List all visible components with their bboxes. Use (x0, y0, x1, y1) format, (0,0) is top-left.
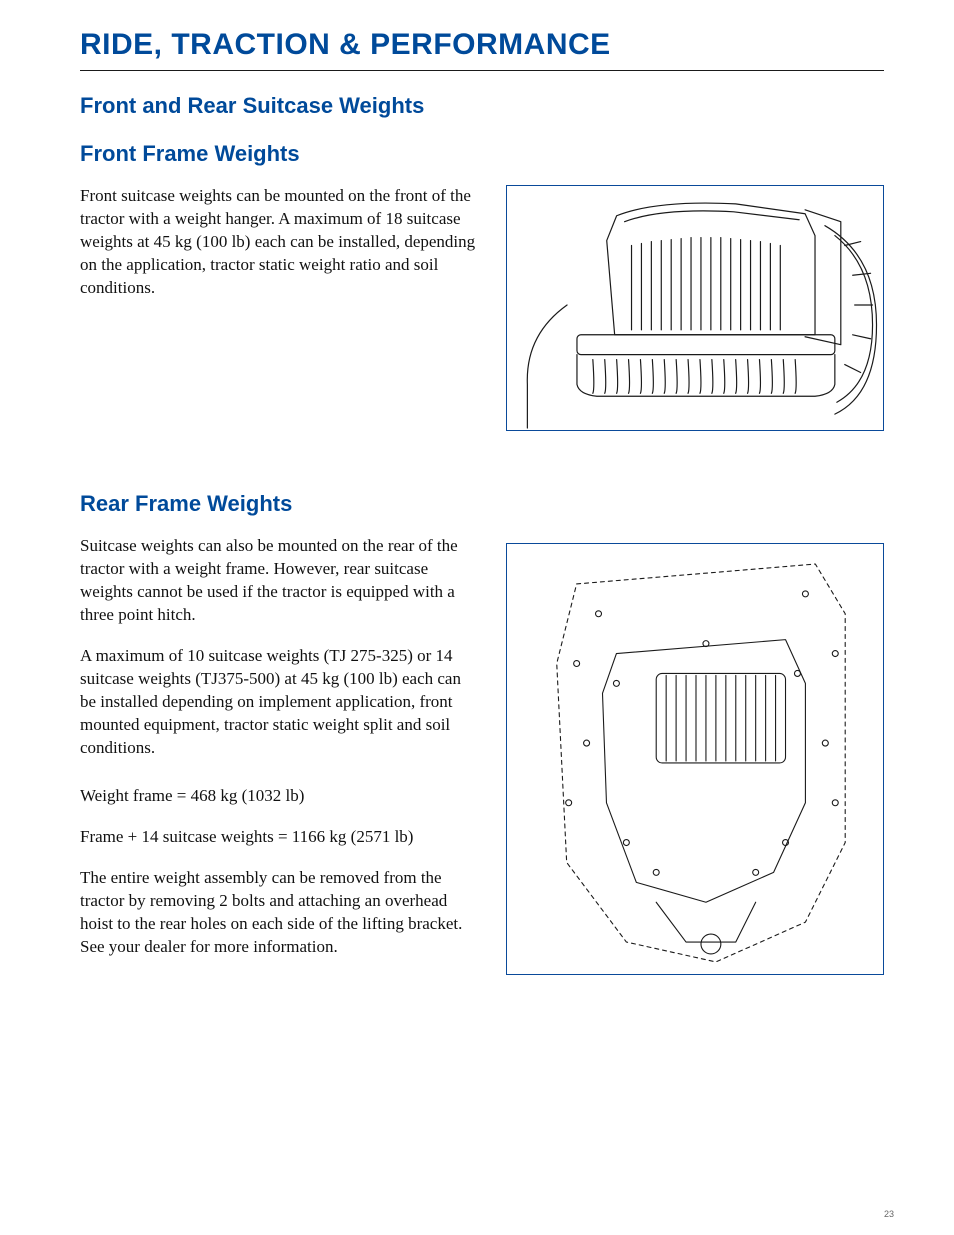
rear-p2: A maximum of 10 suitcase weights (TJ 275… (80, 645, 480, 760)
rear-p1: Suitcase weights can also be mounted on … (80, 535, 480, 627)
front-text: Front suitcase weights can be mounted on… (80, 185, 480, 318)
front-figure (506, 185, 884, 431)
rear-frame-icon (507, 544, 883, 974)
rear-row: Suitcase weights can also be mounted on … (80, 535, 884, 977)
rear-p5: The entire weight assembly can be remove… (80, 867, 480, 959)
section-heading: Front and Rear Suitcase Weights (80, 93, 884, 119)
front-p1: Front suitcase weights can be mounted on… (80, 185, 480, 300)
page-title: RIDE, TRACTION & PERFORMANCE (80, 28, 884, 71)
page-number: 23 (884, 1209, 894, 1219)
rear-p3: Weight frame = 468 kg (1032 lb) (80, 785, 480, 808)
rear-figure (506, 543, 884, 975)
rear-p4: Frame + 14 suitcase weights = 1166 kg (2… (80, 826, 480, 849)
front-row: Front suitcase weights can be mounted on… (80, 185, 884, 431)
rear-text: Suitcase weights can also be mounted on … (80, 535, 480, 977)
front-heading: Front Frame Weights (80, 141, 884, 167)
tractor-front-icon (507, 186, 883, 430)
rear-heading: Rear Frame Weights (80, 491, 884, 517)
